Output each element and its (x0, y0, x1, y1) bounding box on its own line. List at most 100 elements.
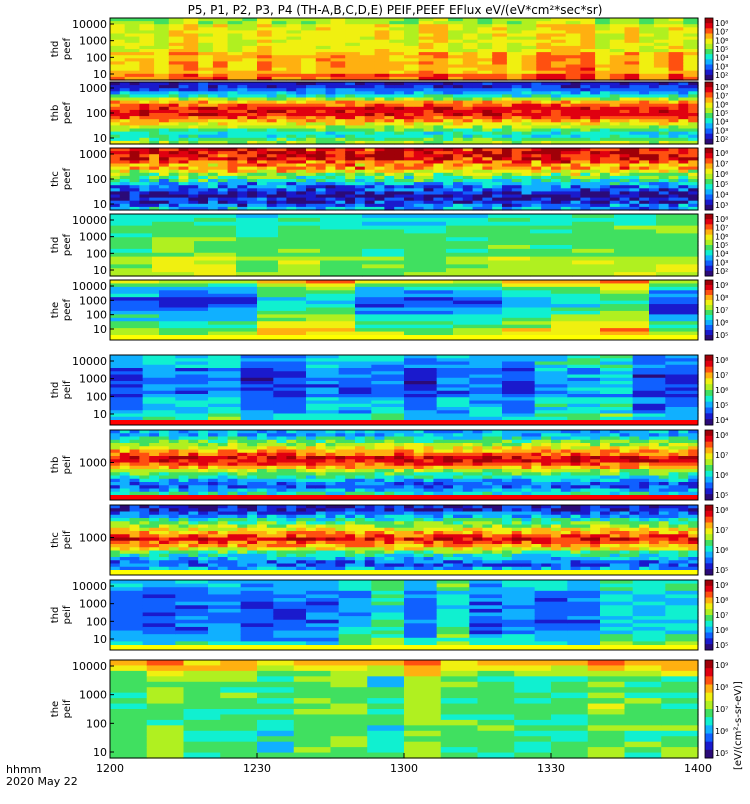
heat-cell (306, 294, 356, 298)
heat-cell (208, 332, 258, 336)
heat-cell (656, 268, 699, 272)
heat-cell (446, 230, 489, 234)
colorbar-tick-label: 10⁴ (715, 191, 728, 200)
y-tick-label: 100 (86, 173, 107, 186)
heat-cell (152, 226, 195, 230)
y-tick-label: 10000 (72, 18, 107, 31)
heat-cell (320, 257, 363, 261)
heat-cell (208, 308, 258, 312)
heat-cell (551, 318, 601, 322)
heat-cell (320, 226, 363, 230)
colorbar-step (705, 396, 713, 402)
heat-cell (362, 218, 405, 222)
colorbar-step (705, 54, 713, 60)
heat-cell (110, 249, 153, 253)
heat-cell (572, 222, 615, 226)
heat-cell (649, 318, 699, 322)
y-tick-label: 10 (93, 408, 107, 421)
y-tick-label: 1000 (79, 231, 107, 244)
heat-cell (404, 280, 454, 284)
heat-cell (236, 245, 279, 249)
heat-cell (236, 237, 279, 241)
heat-cell (362, 230, 405, 234)
y-tick-label: 1000 (79, 294, 107, 307)
heat-cell (656, 237, 699, 241)
heat-cell (530, 257, 573, 261)
heat-cell (453, 311, 503, 315)
heat-cell (656, 226, 699, 230)
product-label: peef (62, 298, 73, 321)
y-tick-label: 10 (93, 264, 107, 277)
heat-cell (600, 304, 650, 308)
colorbar-tick-label: 10⁷ (715, 28, 728, 37)
heat-cell (110, 332, 160, 336)
heat-cell (572, 264, 615, 268)
heat-cell (152, 249, 195, 253)
colorbar-tick-label: 10⁷ (715, 92, 728, 101)
heat-cell (194, 214, 237, 218)
heat-cell (530, 245, 573, 249)
heat-cell (614, 237, 657, 241)
colorbar-step (705, 330, 713, 336)
heat-cell (278, 222, 321, 226)
heat-cell (502, 304, 552, 308)
colorbar-step (705, 158, 713, 164)
colorbar-tick-label: 10⁵ (715, 401, 728, 410)
colorbar-step (705, 280, 713, 286)
heat-cell (278, 218, 321, 222)
heat-cell (306, 318, 356, 322)
heat-cell (656, 230, 699, 234)
heat-cell (404, 318, 454, 322)
heat-cell (320, 233, 363, 237)
heat-cell (110, 241, 153, 245)
colorbar-step (705, 266, 713, 272)
heat-cell (572, 261, 615, 265)
heat-cell (404, 218, 447, 222)
heat-cell (110, 214, 153, 218)
heat-cell (600, 332, 650, 336)
heat-cell (159, 297, 209, 301)
heat-cell (355, 325, 405, 329)
heat-cell (572, 241, 615, 245)
colorbar-tick-label: 10⁸ (715, 215, 728, 224)
heat-cell (453, 321, 503, 325)
heat-cell (110, 233, 153, 237)
heat-cell (551, 332, 601, 336)
heat-cell (257, 283, 307, 287)
heat-cell (257, 318, 307, 322)
heat-cell (306, 308, 356, 312)
heat-cell (551, 283, 601, 287)
heat-cell (278, 257, 321, 261)
heat-cell (614, 257, 657, 261)
heat-cell (110, 218, 153, 222)
heat-cell (110, 308, 160, 312)
heat-cell (362, 241, 405, 245)
heat-cell (572, 253, 615, 257)
heat-cell (110, 304, 160, 308)
heat-cell (453, 297, 503, 301)
colorbar-step (705, 82, 713, 88)
heat-cell (530, 218, 573, 222)
colorbar-tick-label: 10⁴ (715, 250, 728, 259)
colorbar-tick-label: 10⁸ (715, 356, 728, 365)
heat-cell (320, 264, 363, 268)
heat-cell (404, 308, 454, 312)
heat-cell (488, 233, 531, 237)
heat-cell (502, 283, 552, 287)
heat-cell (649, 304, 699, 308)
heat-cell (362, 233, 405, 237)
y-tick-label: 10 (93, 132, 107, 145)
heat-cell (404, 237, 447, 241)
heat-cell (530, 226, 573, 230)
heat-cell (453, 325, 503, 329)
colorbar-step (705, 235, 713, 241)
heat-cell (110, 283, 160, 287)
heat-cell (502, 321, 552, 325)
heat-cell (649, 280, 699, 284)
heat-cell (110, 261, 153, 265)
heat-cell (159, 294, 209, 298)
heat-cell (320, 230, 363, 234)
colorbar-step (705, 44, 713, 50)
